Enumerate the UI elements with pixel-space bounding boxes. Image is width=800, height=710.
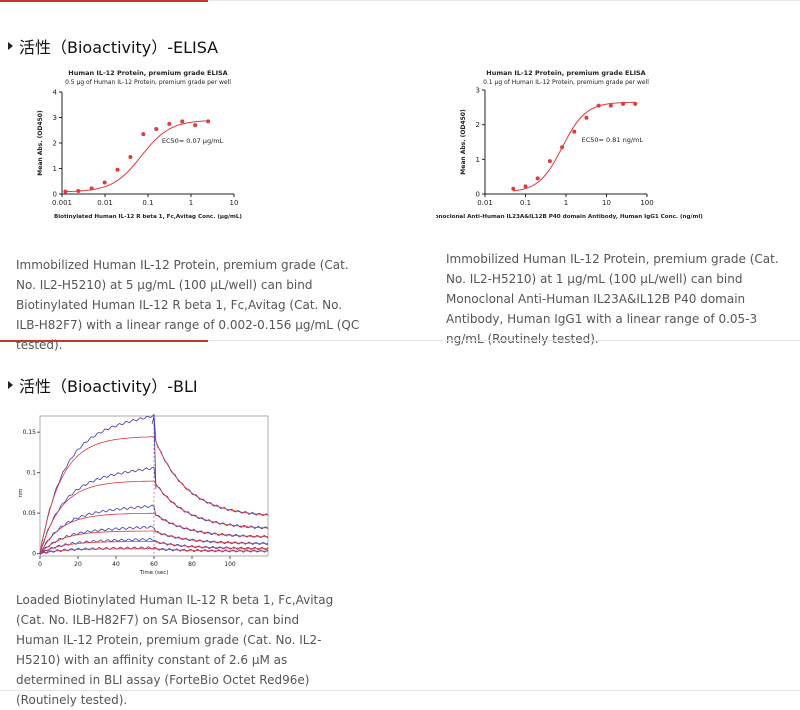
spike-artifact	[151, 415, 157, 489]
chart-subtitle: 0.5 μg of Human IL-12 Protein, premium g…	[65, 79, 231, 86]
bli-heading-text: 活性（Bioactivity）-BLI	[19, 377, 198, 396]
ec50-annotation: EC50= 0.07 μg/mL	[162, 137, 224, 145]
x-tick-label: 0.001	[52, 199, 72, 207]
fit-curve-conc-4	[39, 530, 268, 554]
data-point	[154, 126, 159, 131]
fit-curve	[65, 120, 209, 193]
data-point	[76, 188, 81, 193]
x-tick-label: 10	[602, 199, 611, 207]
x-axis-label: Monoclonal Anti-Human IL23A&IL12B P40 do…	[436, 214, 703, 220]
x-tick-label: 0.01	[477, 199, 493, 207]
y-axis-label: Mean Abs. (OD450)	[37, 110, 44, 176]
data-point	[560, 145, 565, 150]
y-tick-label: 3	[476, 87, 480, 95]
y-axis-label: nm	[18, 488, 24, 497]
y-tick-label: 0	[53, 191, 57, 199]
chart-subtitle: 0.1 μg of Human IL-12 Protein, premium g…	[483, 79, 649, 86]
triangle-bullet-icon	[8, 381, 13, 389]
y-tick-label: 3	[53, 114, 57, 122]
x-tick-label: 100	[640, 199, 653, 207]
data-point	[115, 167, 120, 172]
y-tick-label: 0.15	[23, 429, 37, 436]
data-point	[608, 103, 613, 108]
x-tick-label: 80	[188, 561, 196, 568]
x-tick-label: 10	[230, 199, 239, 207]
data-point	[206, 119, 211, 124]
y-tick-label: 0	[476, 191, 480, 199]
data-point	[535, 176, 540, 181]
data-point	[141, 132, 146, 137]
raw-sensorgram-conc-1	[39, 413, 269, 554]
fit-curve-conc-6	[39, 548, 268, 554]
fit-curve-conc-2	[39, 480, 269, 554]
data-point	[523, 184, 528, 189]
fit-curve-conc-1	[39, 436, 269, 554]
bli-description: Loaded Biotinylated Human IL-12 R beta 1…	[16, 593, 334, 707]
x-tick-label: 0	[38, 561, 42, 568]
y-tick-label: 1	[476, 156, 480, 164]
elisa-right-chart: Human IL-12 Protein, premium grade ELISA…	[436, 69, 703, 220]
x-tick-label: 0.1	[520, 199, 531, 207]
data-point	[63, 189, 68, 194]
elisa-right-description: Immobilized Human IL-12 Protein, premium…	[446, 252, 779, 346]
bli-heading: 活性（Bioactivity）-BLI	[8, 373, 198, 397]
data-point	[193, 123, 198, 128]
y-axis-label: Mean Abs. (OD450)	[460, 109, 467, 175]
x-tick-label: 0.1	[142, 199, 153, 207]
data-point	[128, 155, 133, 160]
chart-title: Human IL-12 Protein, premium grade ELISA	[68, 69, 227, 77]
y-tick-label: 2	[476, 121, 480, 129]
y-tick-label: 0.05	[23, 510, 37, 517]
x-tick-label: 20	[74, 561, 82, 568]
fit-curve-conc-3	[39, 512, 268, 554]
x-axis-label: Time (sec)	[139, 570, 169, 576]
fit-curve-conc-5	[39, 541, 268, 554]
elisa-heading: 活性（Bioactivity）-ELISA	[8, 34, 218, 58]
data-point	[89, 186, 94, 191]
y-tick-label: 2	[53, 140, 57, 148]
chart-title: Human IL-12 Protein, premium grade ELISA	[486, 69, 645, 77]
raw-sensorgram-conc-5	[39, 537, 269, 555]
bli-top-border	[208, 340, 800, 341]
elisa-top-rule	[0, 0, 208, 2]
data-point	[167, 121, 172, 126]
data-point	[584, 115, 589, 120]
x-axis-label: Biotinylated Human IL-12 R beta 1, Fc,Av…	[54, 214, 242, 220]
x-tick-label: 0.01	[97, 199, 113, 207]
triangle-bullet-icon	[8, 42, 13, 50]
fit-curve	[513, 101, 636, 192]
data-point	[572, 129, 577, 134]
raw-sensorgram-conc-3	[39, 504, 269, 553]
y-tick-label: 4	[53, 89, 58, 97]
data-point	[102, 180, 107, 185]
page-bottom-border	[0, 690, 800, 691]
data-point	[511, 186, 516, 191]
raw-sensorgram-conc-6	[39, 546, 269, 555]
x-tick-label: 60	[150, 561, 158, 568]
elisa-heading-text: 活性（Bioactivity）-ELISA	[19, 38, 219, 57]
data-point	[621, 101, 626, 106]
x-tick-label: 1	[189, 199, 193, 207]
bli-chart: 0 0.05 0.1 0.15 0 20 40 60 80 100 Time (sec) nm	[18, 413, 269, 576]
elisa-left-chart: Human IL-12 Protein, premium grade ELISA…	[37, 69, 242, 220]
elisa-top-border	[208, 0, 800, 1]
y-tick-label: 0	[32, 551, 36, 558]
data-point	[596, 103, 601, 108]
x-tick-label: 100	[224, 561, 236, 568]
raw-sensorgram-conc-2	[39, 466, 269, 553]
x-tick-label: 40	[112, 561, 120, 568]
data-point	[633, 101, 638, 106]
data-point	[547, 159, 552, 164]
x-tick-label: 1	[564, 199, 568, 207]
y-tick-label: 1	[53, 165, 57, 173]
y-tick-label: 0.1	[26, 470, 36, 477]
ec50-annotation: EC50= 0.81 ng/mL	[582, 136, 644, 144]
data-point	[180, 119, 185, 124]
bli-top-rule	[0, 340, 208, 342]
